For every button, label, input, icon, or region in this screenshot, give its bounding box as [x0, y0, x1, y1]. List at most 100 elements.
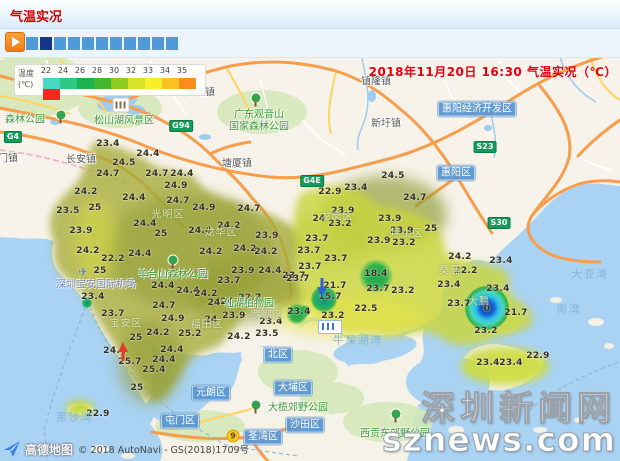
legend-tick: 33 — [142, 66, 154, 75]
timeline-segment-0[interactable] — [26, 37, 38, 50]
page-title: 气温实况 — [10, 10, 63, 25]
temp-label: 25 — [154, 229, 168, 239]
legend-tick: 22 — [40, 66, 52, 75]
temp-label: 23.4 — [344, 183, 368, 193]
temp-label: 23.4 — [486, 284, 510, 294]
temp-label: 24.4 — [176, 286, 200, 296]
district-badge[interactable]: 屯门区 — [161, 413, 199, 429]
legend-color-segment — [162, 78, 179, 89]
temp-label: 24.4 — [128, 249, 152, 259]
temp-label: 24 — [204, 315, 218, 325]
temp-label: 25.4 — [142, 365, 166, 375]
temp-label: 24.4 — [152, 355, 176, 365]
legend-color-bar — [43, 78, 205, 100]
town-label: 镇隆镇 — [361, 76, 391, 88]
district-name-faint: 光明区 — [151, 209, 185, 221]
district-name-faint: 大鹏 — [468, 296, 490, 308]
port-icon — [318, 320, 342, 334]
legend-label-2: (℃) — [18, 80, 34, 89]
temp-label: 23.4 — [259, 317, 283, 327]
road-badge: S23 — [473, 141, 497, 153]
temp-label: 24 — [220, 297, 234, 307]
temp-spot-teal — [82, 298, 92, 308]
temp-label: 24.4 — [170, 169, 194, 179]
district-badge[interactable]: 大埔区 — [274, 380, 312, 396]
timeline-player — [0, 29, 620, 58]
airplane-icon: ✈ — [77, 265, 89, 279]
temp-label: 23.4 — [476, 358, 500, 368]
temp-label: 24.9 — [161, 314, 185, 324]
legend-color-segment — [145, 78, 162, 89]
temp-label: 23.7 — [286, 274, 310, 284]
temp-label: 18.4 — [364, 269, 388, 279]
temp-label: 24.2 — [227, 332, 251, 342]
district-badge[interactable]: 元朗区 — [192, 385, 230, 401]
temp-label: 23.2 — [391, 286, 415, 296]
temp-label: 24.2 — [146, 328, 170, 338]
district-name-faint: 宝安区 — [109, 318, 143, 330]
legend-tick: 24 — [57, 66, 69, 75]
temp-label: 23.9 — [222, 311, 246, 321]
legend-color-segment — [128, 78, 145, 89]
temp-label: 22.2 — [101, 254, 125, 264]
timeline-segment-4[interactable] — [82, 37, 94, 50]
district-badge[interactable]: 北区 — [264, 347, 292, 363]
district-name-faint: 龙华区 — [204, 227, 238, 239]
timeline-segment-1[interactable] — [40, 37, 52, 50]
park-label: 西贡东郊野公园 — [360, 428, 430, 440]
district-badge[interactable]: 惠阳区 — [437, 165, 475, 181]
temp-label: 24.7 — [152, 301, 176, 311]
sea-label: 大亚湾 — [571, 268, 609, 281]
amap-logo-icon — [4, 441, 20, 457]
district-badge[interactable]: 沙田区 — [286, 417, 324, 433]
temp-label: 23.7 — [282, 271, 306, 281]
district-badge[interactable]: 荃湾区 — [244, 429, 282, 445]
temp-label: 24.7 — [403, 193, 427, 203]
watermark-line2: sznews.com — [381, 420, 616, 460]
temp-label: 23.7 — [366, 284, 390, 294]
timeline-segment-3[interactable] — [68, 37, 80, 50]
timeline-segment-8[interactable] — [138, 37, 150, 50]
timeline-segment-9[interactable] — [152, 37, 164, 50]
timeline-segment-2[interactable] — [54, 37, 66, 50]
district-name-faint: 福田区 — [190, 319, 224, 331]
legend-tick: 26 — [74, 66, 86, 75]
district-badge[interactable]: 惠阳经济开发区 — [438, 101, 516, 117]
park-label: 松山湖风景区 — [94, 115, 154, 127]
road-badge: S30 — [487, 217, 511, 229]
temp-label: 23.5 — [56, 206, 80, 216]
temp-label: 24.2 — [199, 247, 223, 257]
temp-label: 23.7 — [217, 276, 241, 286]
temp-label: 24.2 — [254, 247, 278, 257]
temp-label: 22.2 — [454, 266, 478, 276]
temp-label: 24.2 — [76, 246, 100, 256]
temp-spot-green — [299, 305, 311, 317]
temp-label: 23.7 — [298, 262, 322, 272]
road-badge: G4E — [300, 175, 324, 187]
timeline-segment-7[interactable] — [124, 37, 136, 50]
timeline-segment-6[interactable] — [110, 37, 122, 50]
temp-label: 25.7 — [118, 357, 142, 367]
temp-label: 25 — [424, 224, 438, 234]
temp-label: 24.2 — [217, 221, 241, 231]
observation-timestamp: 2018年11月20日 16:30 气温实况（℃） — [368, 65, 617, 79]
tree-icon — [251, 400, 262, 414]
park-label: 仙湖植物园 — [224, 298, 274, 310]
watermark-line1: 深圳新闻网 — [420, 389, 616, 429]
park-label: 广东观音山 — [234, 109, 284, 121]
temp-label: 24.5 — [381, 171, 405, 181]
play-button[interactable] — [5, 32, 25, 52]
temp-label: 24.2 — [74, 187, 98, 197]
legend-tick: 32 — [125, 66, 137, 75]
temp-label: 24.4 — [122, 193, 146, 203]
temp-label: 23.4 — [287, 307, 311, 317]
town-label: 塘厦镇 — [222, 158, 252, 170]
timeline-segment-5[interactable] — [96, 37, 108, 50]
temp-label: 23.2 — [474, 326, 498, 336]
timeline-segment-10[interactable] — [166, 37, 178, 50]
temp-label: 23.7 — [101, 309, 125, 319]
temp-label: 24.2 — [194, 289, 218, 299]
amap-brand: 高德地图 — [25, 442, 74, 457]
legend-color-segment — [111, 78, 128, 89]
